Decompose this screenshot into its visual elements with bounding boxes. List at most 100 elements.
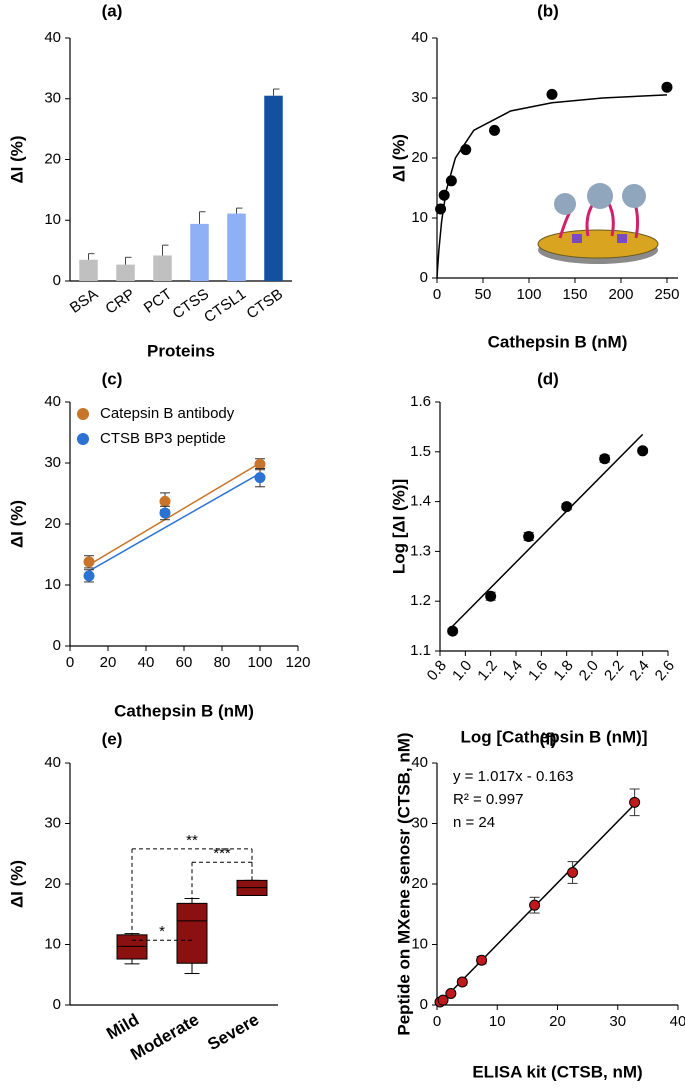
x-tick-label: 80 (214, 654, 231, 671)
panel-title: (c) (102, 369, 123, 388)
panel-title: (a) (102, 1, 123, 20)
y-tick-label: 0 (420, 269, 428, 286)
y-tick-label: 1.1 (410, 642, 431, 659)
x-tick-label: 0 (433, 286, 441, 303)
data-point (435, 203, 447, 215)
y-axis-label: ΔI (%) (7, 500, 26, 548)
data-point (485, 590, 497, 602)
category-label: Mild (103, 1010, 142, 1043)
fit-line (452, 433, 644, 627)
y-tick-label: 10 (411, 209, 428, 226)
x-axis-label: Log [Cathepsin B (nM)] (461, 727, 648, 746)
y-axis-label: ΔI (%) (7, 135, 26, 183)
x-tick-label: 40 (138, 654, 155, 671)
y-tick-label: 20 (44, 150, 61, 167)
legend-label: Catepsin B antibody (100, 405, 235, 422)
x-tick-label: 2.2 (601, 657, 627, 684)
y-tick-label: 20 (44, 875, 61, 892)
x-tick-label: 0.8 (424, 657, 450, 684)
data-point (561, 501, 573, 513)
x-tick-label: 20 (100, 654, 117, 671)
bar (153, 255, 172, 281)
y-tick-label: 40 (44, 29, 61, 46)
y-tick-label: 40 (411, 754, 428, 771)
x-tick-label: 60 (176, 654, 193, 671)
data-point (437, 994, 449, 1006)
box (116, 934, 148, 960)
x-tick-label: 0 (66, 654, 74, 671)
inset-protein (554, 193, 576, 215)
y-tick-label: 0 (53, 996, 61, 1013)
y-tick-label: 30 (411, 89, 428, 106)
x-tick-label: 10 (489, 1013, 506, 1030)
data-point (83, 556, 95, 568)
legend-label: CTSB BP3 peptide (100, 430, 226, 447)
data-point (661, 81, 673, 93)
x-tick-label: 2.4 (626, 657, 652, 684)
inset-peptide (572, 234, 582, 243)
category-label: BSA (67, 286, 101, 317)
bar (264, 95, 283, 282)
data-point (529, 899, 541, 911)
x-axis-label: Proteins (147, 341, 215, 360)
inset-peptide (617, 234, 627, 243)
fit-line (88, 472, 261, 572)
x-tick-label: 1.8 (550, 657, 576, 684)
y-tick-label: 0 (53, 272, 61, 289)
data-point (254, 472, 266, 484)
panel-title: (d) (537, 369, 559, 388)
category-label: Severe (204, 1010, 262, 1054)
data-point (159, 495, 171, 507)
y-tick-label: 1.3 (410, 542, 431, 559)
x-tick-label: 100 (247, 654, 272, 671)
bar (116, 264, 135, 281)
significance-label: *** (213, 845, 231, 862)
data-point (460, 144, 472, 156)
y-tick-label: 40 (44, 754, 61, 771)
annotation: R² = 0.997 (453, 791, 523, 808)
x-tick-label: 50 (475, 286, 492, 303)
x-tick-label: 2.6 (652, 657, 678, 684)
x-axis-label: Cathepsin B (nM) (488, 332, 628, 351)
significance-label: ** (186, 832, 198, 849)
data-point (476, 954, 488, 966)
y-tick-label: 10 (44, 935, 61, 952)
x-tick-label: 120 (285, 654, 310, 671)
fit-line (88, 462, 261, 566)
data-point (447, 625, 459, 637)
legend-marker (77, 433, 89, 445)
y-axis-label: ΔI (%) (389, 134, 408, 182)
y-axis-label: ΔI (%) (7, 860, 26, 908)
x-tick-label: 1.4 (500, 657, 526, 684)
data-point (599, 453, 611, 465)
data-point (567, 867, 579, 879)
data-point (159, 507, 171, 519)
annotation: n = 24 (453, 814, 495, 831)
box (176, 902, 208, 964)
y-tick-label: 0 (420, 996, 428, 1013)
inset-protein (622, 184, 646, 208)
y-tick-label: 30 (411, 814, 428, 831)
category-label: PCT (141, 286, 175, 317)
x-tick-label: 0 (433, 1013, 441, 1030)
x-tick-label: 1.0 (449, 657, 475, 684)
inset-protein (587, 183, 613, 209)
bar (227, 213, 246, 281)
fit-line (436, 94, 667, 279)
data-point (254, 458, 266, 470)
inset-disk (537, 229, 659, 259)
y-tick-label: 20 (411, 149, 428, 166)
significance-label: * (159, 923, 165, 940)
category-label: CTSL1 (201, 286, 249, 327)
annotation: y = 1.017x - 0.163 (453, 768, 574, 785)
data-point (546, 88, 558, 100)
x-tick-label: 250 (654, 286, 679, 303)
x-tick-label: 150 (562, 286, 587, 303)
category-label: Moderate (127, 1010, 202, 1064)
y-tick-label: 1.6 (410, 393, 431, 410)
y-tick-label: 40 (44, 393, 61, 410)
data-point (523, 530, 535, 542)
panel-title: (b) (537, 1, 559, 20)
y-tick-label: 20 (411, 875, 428, 892)
x-tick-label: 100 (516, 286, 541, 303)
